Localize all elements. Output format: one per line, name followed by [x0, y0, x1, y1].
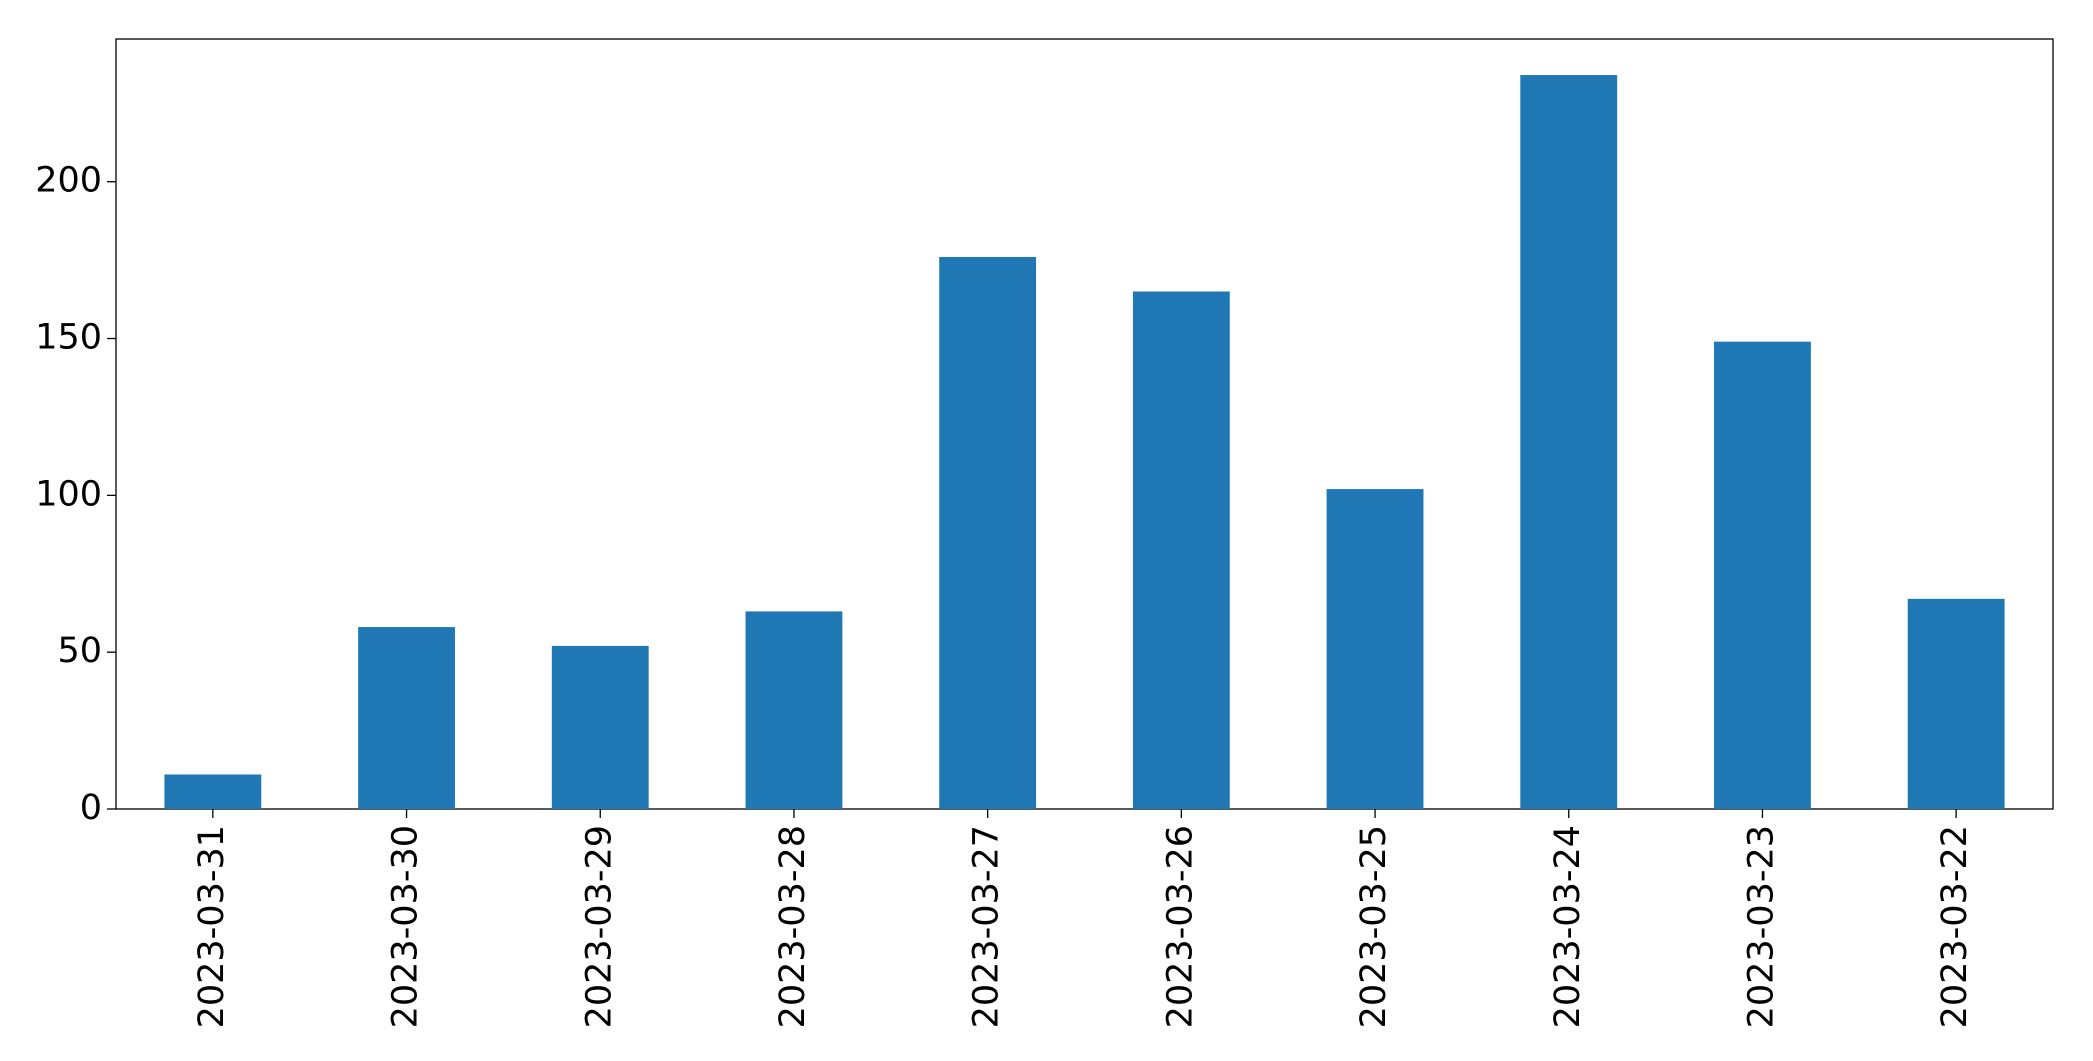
y-tick-label: 150	[35, 318, 102, 358]
y-tick-label: 50	[57, 631, 102, 671]
bar	[745, 611, 843, 809]
x-tick-label: 2023-03-24	[1548, 825, 1588, 1028]
x-tick-label: 2023-03-22	[1935, 825, 1975, 1028]
bar	[358, 627, 455, 809]
x-tick-label: 2023-03-29	[579, 825, 619, 1028]
bar	[551, 645, 649, 809]
bar	[1520, 75, 1618, 810]
x-tick-label: 2023-03-26	[1160, 825, 1200, 1028]
x-tick-label: 2023-03-30	[386, 825, 426, 1028]
bar	[1907, 598, 2005, 809]
bar	[1714, 341, 1811, 809]
bar	[1326, 489, 1424, 809]
x-tick-label: 2023-03-27	[967, 825, 1007, 1028]
bar	[164, 774, 262, 809]
x-tick-label: 2023-03-28	[773, 825, 813, 1028]
bar	[939, 256, 1037, 809]
plot-frame	[115, 38, 2054, 810]
x-tick-label: 2023-03-31	[192, 825, 232, 1028]
y-tick-label: 200	[35, 161, 102, 201]
x-tick-label: 2023-03-23	[1741, 825, 1781, 1028]
y-tick-label: 0	[80, 788, 102, 828]
x-tick-label: 2023-03-25	[1354, 825, 1394, 1028]
bar	[1132, 291, 1230, 809]
y-tick-label: 100	[35, 474, 102, 514]
